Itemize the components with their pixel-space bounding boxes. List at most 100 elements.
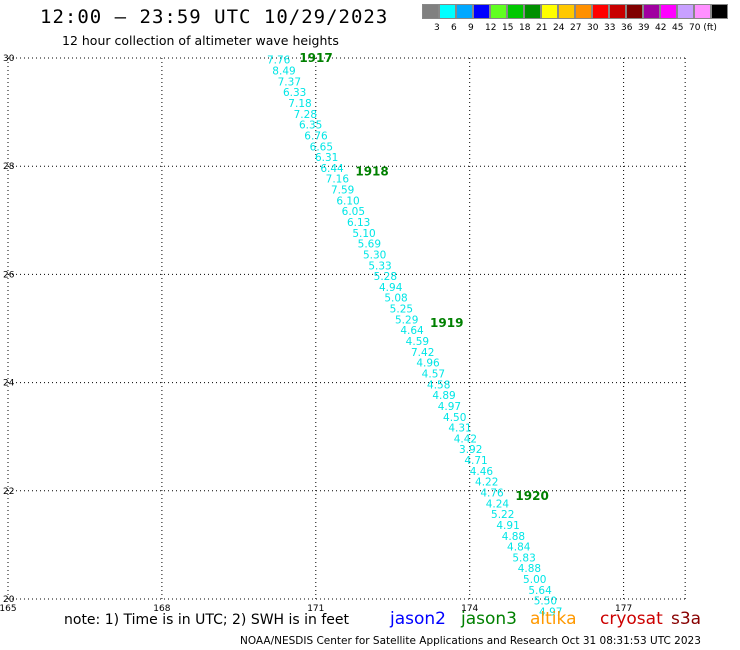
lat-tick-label: 26 (3, 270, 15, 280)
legend-jason3: jason3 (461, 609, 517, 629)
swh-value-label: 3.92 (459, 444, 482, 456)
lat-tick-label: 20 (3, 595, 15, 605)
swh-value-label: 4.71 (464, 455, 487, 467)
swh-value-label: 7.76 (267, 55, 291, 67)
lat-tick-label: 28 (3, 162, 15, 172)
pass-time-label: 1917 (299, 51, 332, 65)
swh-value-label: 4.59 (406, 336, 429, 348)
color-swatch (490, 4, 507, 19)
color-scale-label: 12 (485, 23, 497, 33)
color-swatch (541, 4, 558, 19)
footer-credit: NOAA/NESDIS Center for Satellite Applica… (240, 635, 701, 647)
swh-value-label: 5.28 (374, 271, 397, 283)
color-scale-label: 36 (621, 23, 633, 33)
color-swatch (473, 4, 490, 19)
swh-value-label: 4.84 (507, 542, 531, 554)
grid-lines (7, 57, 686, 600)
color-swatch (694, 4, 711, 19)
swh-value-label: 4.94 (379, 282, 403, 294)
pass-time-label: 1919 (430, 316, 463, 330)
color-scale-label: 39 (638, 23, 650, 33)
color-swatch (558, 4, 575, 19)
swh-value-label: 6.31 (315, 152, 338, 164)
color-swatch (643, 4, 660, 19)
lat-tick-label: 22 (3, 487, 14, 497)
swh-value-label: 6.44 (320, 163, 344, 175)
swh-value-label: 4.76 (480, 488, 504, 500)
pass-time-label: 1920 (515, 489, 548, 503)
swh-value-label: 5.08 (384, 293, 407, 305)
color-scale-label: 15 (502, 23, 514, 33)
swh-value-label: 4.46 (470, 466, 494, 478)
swh-value-label: 6.05 (342, 206, 365, 218)
swh-value-label: 5.33 (368, 260, 391, 272)
swh-value-label: 4.97 (438, 401, 461, 413)
color-swatch (507, 4, 524, 19)
lon-tick-label: 168 (153, 604, 170, 614)
color-scale-label: 9 (468, 23, 474, 33)
map-subtitle: 12 hour collection of altimeter wave hei… (62, 33, 339, 48)
color-scale-label: 18 (519, 23, 531, 33)
color-scale-label: 24 (553, 23, 565, 33)
swh-value-label: 5.50 (534, 596, 557, 608)
swh-value-label: 8.49 (272, 66, 295, 78)
swh-value-label: 6.13 (347, 217, 370, 229)
legend-altika: altika (530, 609, 577, 629)
color-scale-label: 70 (ft) (689, 23, 717, 33)
swh-value-label: 7.16 (326, 174, 350, 186)
lon-tick-label: 174 (461, 604, 478, 614)
swh-value-label: 6.35 (299, 120, 322, 132)
color-swatch (609, 4, 626, 19)
swh-value-label: 6.33 (283, 87, 306, 99)
lon-tick-label: 177 (615, 604, 632, 614)
swh-value-label: 5.29 (395, 314, 418, 326)
color-swatch (711, 4, 728, 19)
swh-value-label: 5.64 (528, 585, 552, 597)
color-swatch (677, 4, 694, 19)
swh-value-label: 7.28 (294, 109, 317, 121)
legend-cryosat: cryosat (600, 609, 663, 629)
swh-value-label: 4.88 (502, 531, 525, 543)
swh-value-label: 4.88 (518, 563, 541, 575)
swh-value-label: 5.25 (390, 304, 413, 316)
swh-value-label: 4.89 (432, 390, 455, 402)
color-scale-label: 21 (536, 23, 548, 33)
lat-tick-label: 30 (3, 54, 15, 64)
swh-value-label: 5.69 (358, 239, 381, 251)
lon-tick-label: 171 (307, 604, 324, 614)
swh-value-label: 7.18 (288, 98, 311, 110)
swh-value-label: 6.65 (310, 141, 333, 153)
color-scale-label: 27 (570, 23, 582, 33)
swh-value-label: 7.59 (331, 185, 354, 197)
swh-value-label: 4.22 (475, 477, 498, 489)
swh-value-label: 5.10 (352, 228, 375, 240)
color-swatch (456, 4, 473, 19)
swh-value-label: 5.83 (512, 552, 535, 564)
color-swatch (626, 4, 643, 19)
color-scale-label: 33 (604, 23, 616, 33)
swh-value-label: 6.10 (336, 195, 359, 207)
swh-value-label: 4.97 (539, 607, 562, 619)
color-swatch (439, 4, 456, 19)
legend-jason2: jason2 (390, 609, 446, 629)
swh-value-label: 4.91 (496, 520, 519, 532)
swh-value-label: 4.31 (448, 423, 471, 435)
pass-time-label: 1918 (355, 165, 388, 179)
swh-value-label: 4.50 (443, 412, 466, 424)
swh-value-label: 4.58 (427, 379, 450, 391)
swh-value-label: 4.96 (416, 358, 440, 370)
pass-time-labels: 1917 1918 1919 1920 (299, 51, 548, 503)
swh-value-label: 4.42 (454, 433, 477, 445)
color-scale-label: 42 (655, 23, 667, 33)
color-scale-label: 3 (434, 23, 440, 33)
swh-observations: 7.768.497.376.337.187.286.356.766.656.31… (267, 55, 562, 619)
map-title: 12:00 — 23:59 UTC 10/29/2023 (40, 6, 389, 28)
swh-value-label: 5.22 (491, 509, 514, 521)
swh-value-label: 7.37 (278, 76, 301, 88)
swh-value-label: 6.76 (304, 130, 328, 142)
color-swatch (592, 4, 609, 19)
swh-value-label: 4.57 (422, 368, 445, 380)
color-scale-label: 6 (451, 23, 457, 33)
color-scale-label: 45 (672, 23, 684, 33)
